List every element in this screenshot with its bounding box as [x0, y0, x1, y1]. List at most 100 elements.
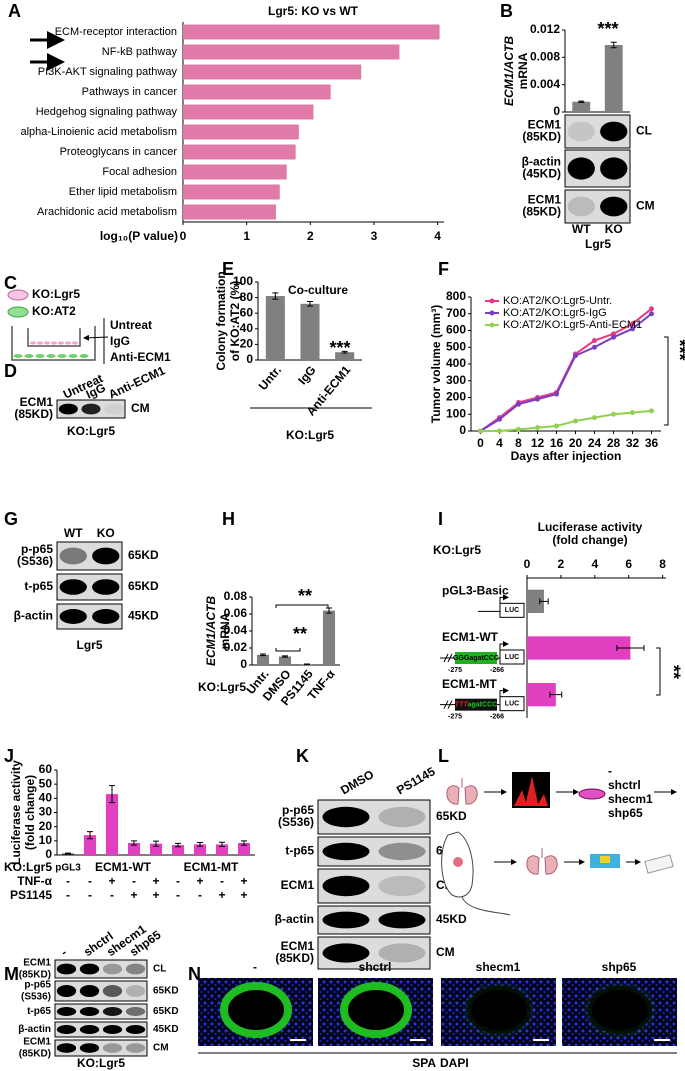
x-tick-label: 36: [645, 436, 659, 450]
point: [535, 396, 540, 402]
point: [649, 408, 654, 414]
blot-band: [56, 963, 77, 975]
blot-label: ECM1: [23, 1037, 51, 1048]
error-bar: [131, 840, 137, 846]
group-label: ECM1-WT: [95, 860, 152, 874]
lung-icon: [526, 848, 558, 875]
treatment-label: Anti-ECM1: [110, 350, 171, 364]
blot-band: [58, 403, 78, 415]
blot-band: [125, 1025, 146, 1034]
legend-label: KO:AT2/KO:Lgr5-Untr.: [503, 295, 612, 307]
blot-band: [79, 1043, 100, 1053]
significance: ***: [597, 19, 618, 39]
y-tick-label: Hedgehog signaling pathway: [36, 106, 178, 118]
mutation: TTT: [455, 702, 469, 709]
blot-label: t-p65: [285, 844, 314, 858]
significance: ***: [669, 339, 685, 360]
panel-label: N: [188, 964, 201, 984]
blot-size: 65KD: [436, 809, 467, 823]
legend-marker: [489, 310, 495, 316]
blot-band: [322, 875, 370, 897]
group-label: -: [608, 764, 612, 778]
treatment-label: PS1145: [10, 888, 52, 902]
cell-icon: [72, 341, 78, 345]
treatment-label: IgG: [110, 334, 130, 348]
blot-label: (S536): [17, 554, 53, 568]
point: [535, 425, 540, 431]
bar: [183, 124, 299, 140]
blot-band: [92, 609, 120, 624]
blot-label: ECM1: [23, 958, 51, 969]
lane-label: PS1145: [394, 764, 438, 797]
x-tick-label: 8: [659, 557, 666, 571]
blot-label: ECM1: [281, 878, 315, 892]
blot-band: [125, 1007, 146, 1016]
significance: **: [663, 665, 683, 679]
cell-icon: [51, 341, 57, 345]
x-tick-label: 0: [477, 436, 484, 450]
y-tick-label: 600: [446, 323, 466, 337]
blot-size: CM: [436, 945, 455, 959]
error-bar: [341, 350, 348, 354]
position: -275: [448, 667, 462, 674]
point: [592, 338, 597, 344]
y-tick-label: 800: [446, 289, 466, 303]
blot-band: [378, 911, 426, 929]
y-tick-label: PI3K-AKT signaling pathway: [38, 66, 178, 78]
sequence: GGGagatCCC: [453, 655, 499, 662]
point: [478, 428, 483, 434]
cell-icon: [35, 354, 45, 358]
x-tick-label: 6: [625, 557, 632, 571]
luc-box: [499, 696, 525, 712]
legend-marker: [489, 298, 495, 304]
y-tick-label: Arachidonic acid metabolism: [37, 206, 177, 218]
blot-strip: [54, 1003, 148, 1020]
blot-label: (S536): [21, 992, 51, 1003]
blot-label: ECM1: [281, 939, 315, 953]
error-bar: [307, 301, 313, 307]
error-bar: [549, 691, 563, 698]
error-bar: [282, 655, 288, 658]
treatment-sign: -: [132, 874, 136, 888]
facs-peaks: [514, 776, 548, 806]
bar: [183, 144, 296, 160]
bar: [127, 842, 141, 855]
lane-label: Anti-ECM1: [106, 363, 167, 401]
blot-band: [102, 1007, 123, 1016]
blot-label: p-p65: [24, 980, 51, 991]
bar: [256, 654, 270, 665]
blot-label: p-p65: [21, 542, 53, 556]
cell-icon: [37, 341, 43, 345]
blot-band: [104, 403, 124, 415]
error-bar: [87, 831, 93, 840]
bar: [527, 636, 631, 660]
bar: [237, 842, 251, 855]
chart-title: Co-culture: [288, 283, 348, 297]
y-tick-label: 60: [240, 305, 254, 319]
bar: [183, 104, 314, 120]
blot-label: t-p65: [27, 1006, 51, 1017]
point: [573, 353, 578, 359]
blot-size: CM: [131, 401, 150, 415]
blot-label: β-actin: [522, 155, 561, 169]
blot-footer: KO:Lgr5: [67, 424, 115, 438]
luc-label: LUC: [505, 654, 519, 661]
y-tick-label: Pathways in cancer: [82, 86, 178, 98]
treatment-label: Untreat: [110, 318, 152, 332]
blot-band: [600, 157, 628, 180]
blot-band: [567, 121, 595, 142]
significance: **: [298, 586, 312, 606]
blot-band: [56, 985, 77, 997]
luc-box: [499, 649, 525, 665]
blot-size: CL: [153, 964, 166, 975]
point: [516, 401, 521, 407]
y-tick-label: 20: [39, 819, 53, 833]
bar: [149, 843, 163, 855]
blot-label: ECM1: [528, 193, 562, 207]
blot-size: 45KD: [153, 1024, 179, 1035]
panel-label: I: [438, 509, 443, 529]
y-tick-label: ECM-receptor interaction: [55, 26, 177, 38]
blot-size: 45KD: [436, 912, 467, 926]
panel-label: K: [296, 746, 309, 766]
blot-size: CM: [636, 199, 655, 213]
